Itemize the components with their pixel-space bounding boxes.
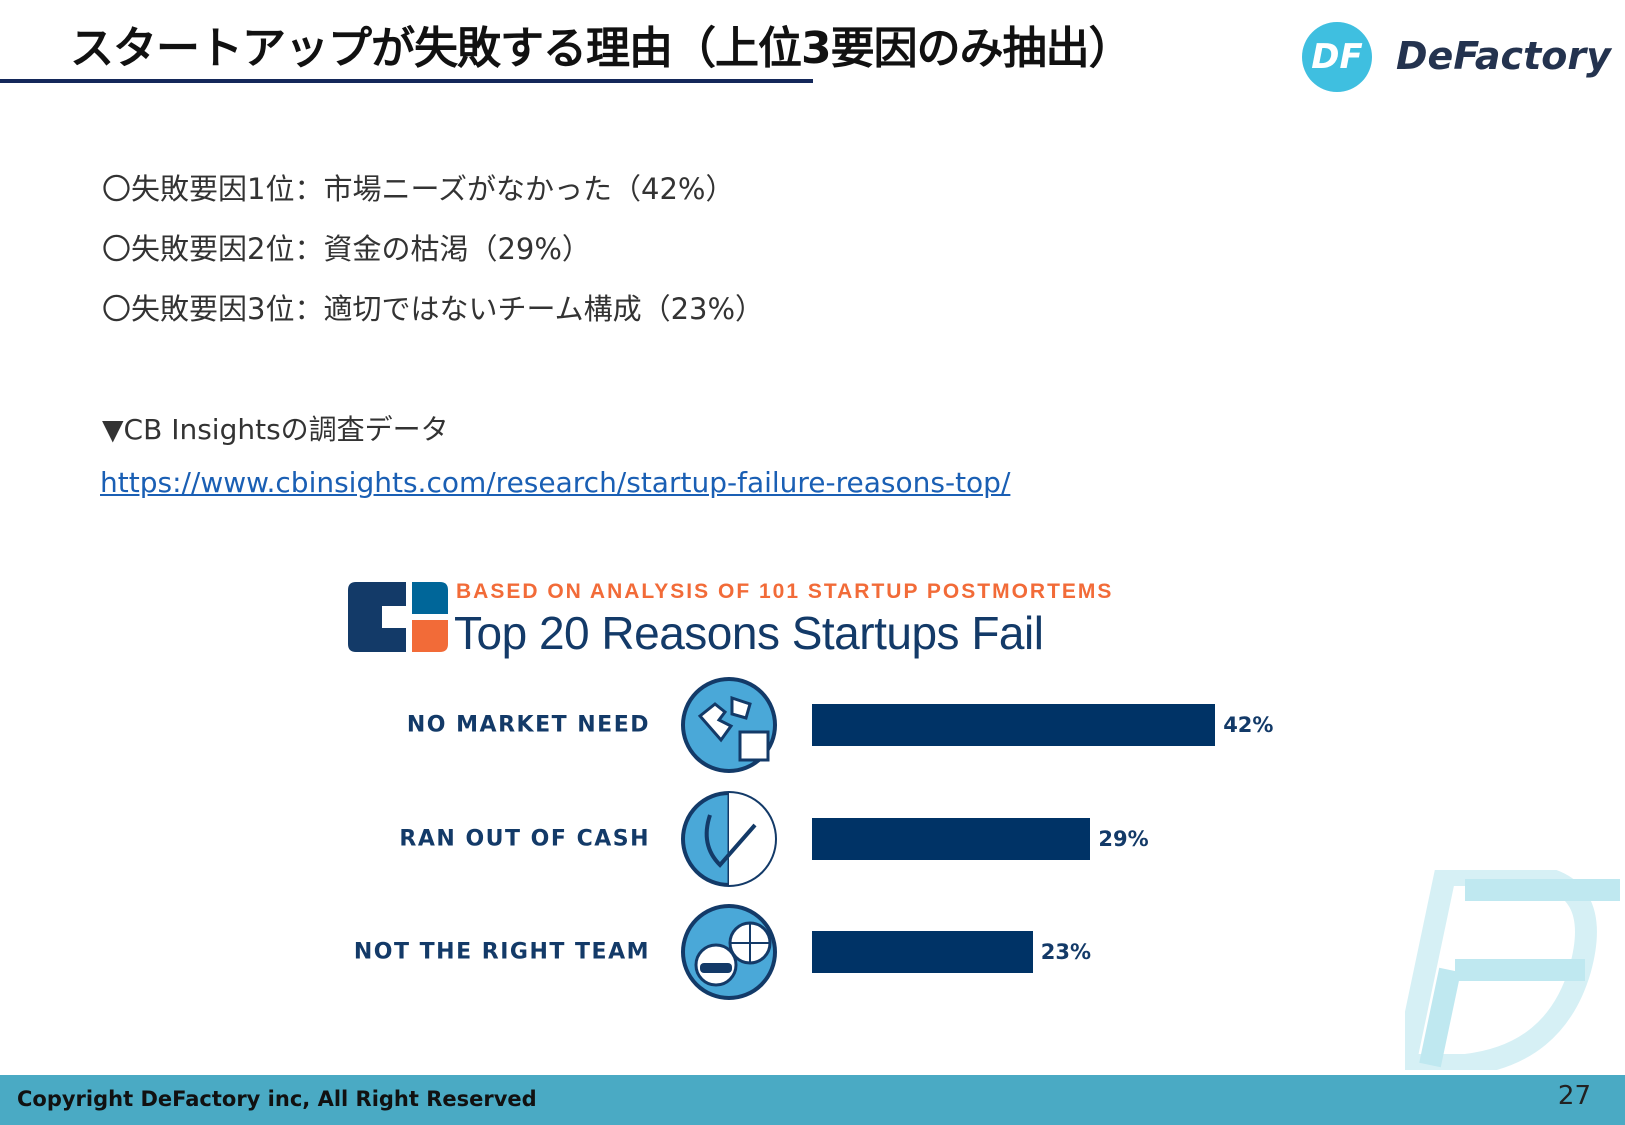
wallet-hand-icon <box>681 791 777 887</box>
category-label: NO MARKET NEED <box>406 712 650 738</box>
value-label: 29% <box>1098 827 1149 851</box>
chart-title: Top 20 Reasons Startups Fail <box>454 607 1044 659</box>
puzzle-icon <box>681 677 777 773</box>
bar <box>812 704 1216 746</box>
bullet-item: 〇失敗要因1位：市場ニーズがなかった（42%） <box>102 172 735 206</box>
footer-bar <box>0 1075 1625 1125</box>
chart-subtitle: BASED ON ANALYSIS OF 101 STARTUP POSTMOR… <box>456 580 1114 603</box>
source-link[interactable]: https://www.cbinsights.com/research/star… <box>100 466 1011 499</box>
bullet-item: 〇失敗要因2位：資金の枯渇（29%） <box>102 232 591 266</box>
source-label: ▼CB Insightsの調査データ <box>102 413 449 446</box>
page-title: スタートアップが失敗する理由（上位3要因のみ抽出） <box>70 23 1133 74</box>
defactory-logo-icon: DF <box>1302 22 1372 92</box>
df-watermark-icon <box>1405 870 1620 1070</box>
title-underline <box>0 79 813 83</box>
category-label: RAN OUT OF CASH <box>399 826 650 852</box>
bullet-item: 〇失敗要因3位：適切ではないチーム構成（23%） <box>102 292 765 326</box>
defactory-logo-text: DeFactory <box>1396 34 1611 78</box>
category-label: NOT THE RIGHT TEAM <box>353 939 650 965</box>
page-number: 27 <box>1557 1081 1591 1111</box>
value-label: 23% <box>1040 940 1092 964</box>
cb-insights-logo-icon <box>348 582 448 652</box>
bar <box>812 818 1091 860</box>
copyright: Copyright DeFactory inc, All Right Reser… <box>17 1087 537 1111</box>
value-label: 42% <box>1223 713 1274 737</box>
team-globe-icon <box>681 904 777 1000</box>
bar <box>812 931 1033 973</box>
